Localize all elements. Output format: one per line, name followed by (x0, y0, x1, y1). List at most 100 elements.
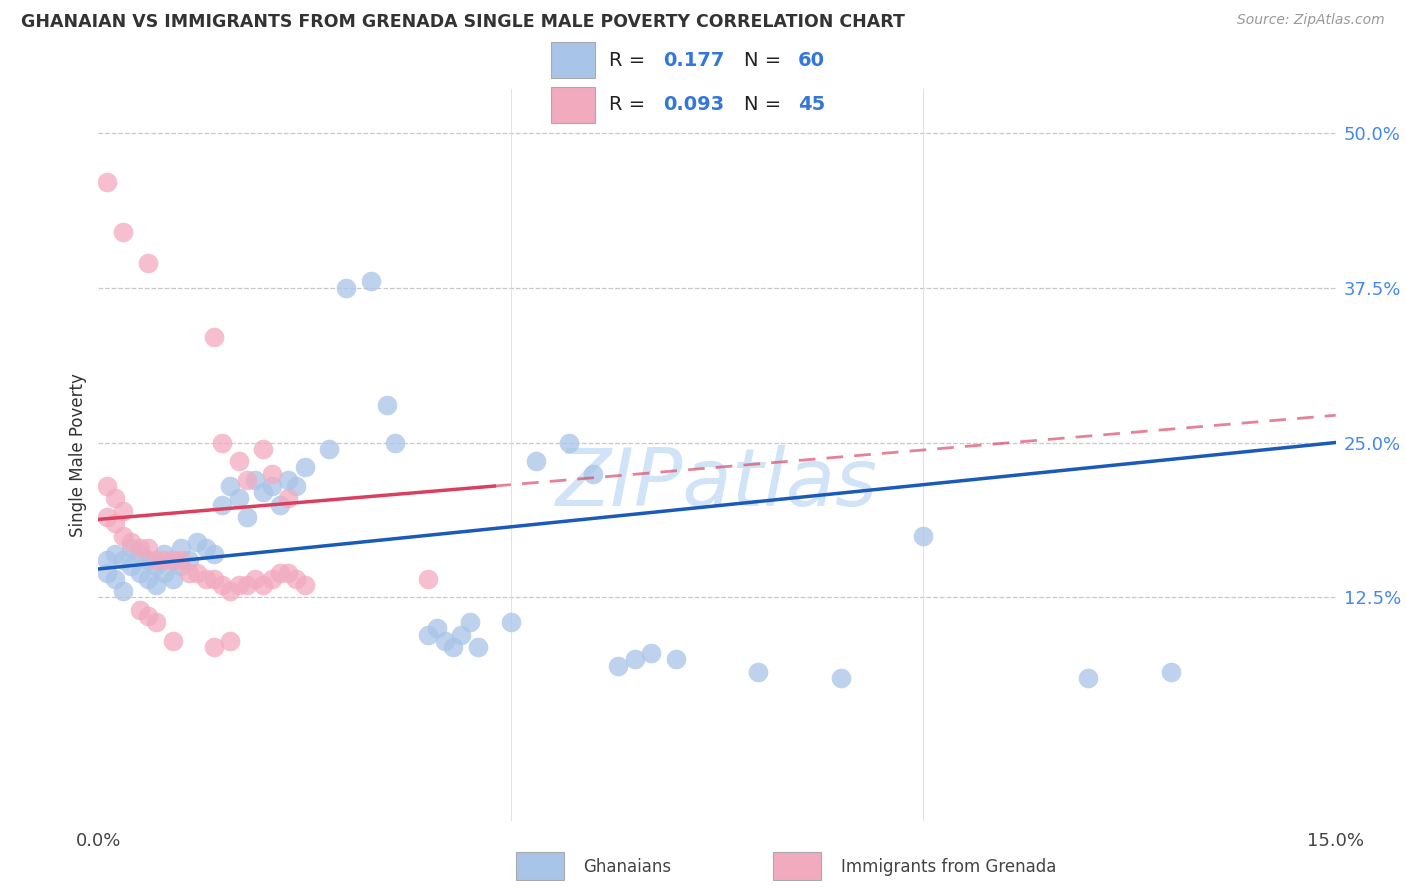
Point (360, 274, 382, 288)
Text: 60: 60 (797, 51, 825, 70)
Point (128, 541, 150, 555)
Point (375, 398, 398, 412)
Point (441, 640, 464, 654)
Point (202, 547, 225, 561)
Y-axis label: Single Male Poverty: Single Male Poverty (69, 373, 87, 537)
Point (136, 541, 159, 555)
Point (458, 615, 481, 630)
Point (418, 572, 440, 586)
Point (467, 640, 489, 654)
Point (96, 553, 118, 567)
Point (747, 665, 769, 679)
Point (128, 603, 150, 617)
Point (104, 547, 127, 561)
Point (557, 435, 579, 450)
Point (384, 435, 406, 450)
Text: Source: ZipAtlas.com: Source: ZipAtlas.com (1237, 13, 1385, 28)
Point (450, 628, 472, 642)
Point (269, 566, 291, 580)
Point (179, 566, 201, 580)
Point (211, 435, 233, 450)
Point (277, 491, 299, 506)
Point (202, 640, 225, 654)
Point (112, 504, 135, 518)
Point (640, 646, 662, 660)
Point (162, 553, 184, 567)
Point (228, 491, 250, 506)
Point (426, 622, 449, 636)
Point (433, 633, 456, 648)
Point (96, 479, 118, 493)
Point (623, 652, 645, 666)
Point (524, 454, 547, 468)
Point (1077, 671, 1099, 685)
Point (96, 175, 118, 189)
Point (285, 479, 308, 493)
Text: Immigrants from Grenada: Immigrants from Grenada (841, 858, 1056, 876)
Point (145, 559, 167, 574)
Point (170, 559, 193, 574)
Point (211, 578, 233, 592)
Point (96, 566, 118, 580)
Text: ZIPatlas: ZIPatlas (555, 445, 879, 524)
Point (136, 553, 159, 567)
Point (120, 559, 142, 574)
FancyBboxPatch shape (551, 42, 595, 78)
Point (120, 534, 142, 549)
Text: R =: R = (609, 51, 651, 70)
Point (285, 572, 308, 586)
Point (186, 534, 208, 549)
Point (112, 553, 135, 567)
Point (104, 491, 127, 506)
Point (252, 442, 274, 456)
Point (120, 541, 142, 555)
Point (202, 572, 225, 586)
Point (162, 572, 184, 586)
Point (912, 528, 935, 542)
Point (294, 578, 316, 592)
Point (153, 566, 176, 580)
Point (252, 578, 274, 592)
Point (153, 553, 176, 567)
Text: Ghanaians: Ghanaians (583, 858, 672, 876)
Point (211, 498, 233, 512)
Point (162, 633, 184, 648)
Point (228, 454, 250, 468)
Point (170, 541, 193, 555)
Point (153, 547, 176, 561)
Point (243, 473, 266, 487)
Point (202, 330, 225, 344)
Point (194, 541, 217, 555)
Point (112, 584, 135, 599)
Point (277, 473, 299, 487)
Text: N =: N = (744, 95, 787, 114)
Text: 0.177: 0.177 (662, 51, 724, 70)
FancyBboxPatch shape (773, 853, 821, 880)
FancyBboxPatch shape (516, 853, 564, 880)
Point (499, 615, 522, 630)
Point (170, 553, 193, 567)
Point (104, 572, 127, 586)
Point (194, 572, 217, 586)
Point (1160, 665, 1182, 679)
Point (145, 578, 167, 592)
Point (104, 516, 127, 530)
Point (219, 479, 242, 493)
Point (219, 633, 242, 648)
Point (96, 509, 118, 524)
Text: 0.093: 0.093 (662, 95, 724, 114)
Point (145, 553, 167, 567)
Point (260, 479, 283, 493)
Text: 45: 45 (797, 95, 825, 114)
Point (128, 547, 150, 561)
Point (236, 509, 259, 524)
Point (186, 566, 208, 580)
Point (260, 467, 283, 481)
Point (335, 280, 357, 294)
Point (607, 658, 630, 673)
Point (136, 572, 159, 586)
Point (112, 528, 135, 542)
Point (236, 473, 259, 487)
Point (236, 578, 259, 592)
Point (162, 553, 184, 567)
